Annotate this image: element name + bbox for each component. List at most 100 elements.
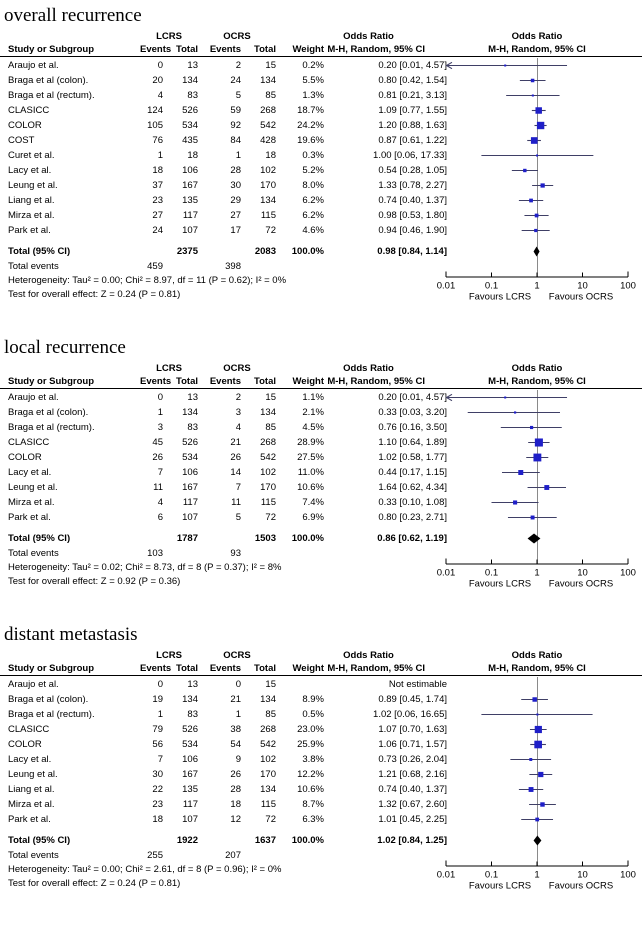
ocrs-total-cell: 2083 — [254, 246, 276, 257]
weight-column-header: Weight — [292, 663, 325, 674]
lcrs-total-cell: 526 — [182, 437, 198, 448]
study-row: Braga et al (rectum). 1 83 1 85 0.5% 1.02 [0.0… — [0, 707, 447, 722]
ci-text-cell: 1.06 [0.71, 1.57] — [378, 739, 447, 750]
ocrs-total-cell: 18 — [265, 150, 276, 161]
group1-header: LCRS — [156, 31, 182, 42]
ci-text-cell: 1.02 [0.06, 16.65] — [373, 709, 447, 720]
ocrs-total-cell: 268 — [260, 105, 276, 116]
or-marker — [504, 396, 507, 399]
weight-cell: 19.6% — [297, 135, 324, 146]
ocrs-total-cell: 102 — [260, 754, 276, 765]
ocrs-total-cell: 85 — [265, 422, 276, 433]
ci-text-cell: 0.94 [0.46, 1.90] — [378, 225, 447, 236]
or-marker — [531, 94, 534, 97]
weight-cell: 28.9% — [297, 437, 324, 448]
lcrs-total-cell: 107 — [182, 225, 198, 236]
lcrs-events-cell: 22 — [152, 784, 163, 795]
weight-cell: 100.0% — [291, 246, 324, 257]
or-marker — [534, 740, 542, 749]
lcrs-total-cell: 526 — [182, 724, 198, 735]
study-row: Araujo et al. 0 13 2 15 0.2% 0.20 [0.01, 4.57] — [0, 58, 447, 73]
ocrs-total-cell: 72 — [265, 512, 276, 523]
lcrs-events-cell: 37 — [152, 180, 163, 191]
study-row: Araujo et al. 0 13 2 15 1.1% 0.20 [0.01, 4.57] — [0, 390, 447, 405]
lcrs-total-cell: 2375 — [176, 246, 198, 257]
ocrs-total-cell: 542 — [260, 120, 276, 131]
total-label-cell: Total (95% CI) — [8, 835, 71, 846]
group1-header: LCRS — [156, 363, 182, 374]
study-row: CLASICC 79 526 38 268 23.0% 1.07 [0.70, 1.63] — [0, 722, 447, 737]
ocrs-events-cell: 30 — [230, 180, 241, 191]
lcrs-events-cell: 255 — [147, 850, 163, 861]
table-header-groups: LCRS OCRS Odds Ratio — [0, 362, 447, 375]
group2-header: OCRS — [223, 650, 251, 661]
or-marker — [514, 411, 517, 414]
ci-text-cell: 0.73 [0.26, 2.04] — [378, 754, 447, 765]
events-column-header: Events — [140, 376, 172, 387]
ci-text-cell: 0.81 [0.21, 3.13] — [378, 90, 447, 101]
ocrs-total-cell: 170 — [260, 769, 276, 780]
ocrs-total-cell: 115 — [260, 799, 276, 810]
method-column-header: M-H, Random, 95% CI — [327, 44, 425, 55]
ci-text-cell: 0.80 [0.23, 2.71] — [378, 512, 447, 523]
lcrs-total-cell: 534 — [182, 452, 198, 463]
ocrs-events-cell: 27 — [230, 210, 241, 221]
weight-column-header: Weight — [292, 44, 325, 55]
panel-local-recurrence: local recurrence LCRS OCRS Odds Ratio Study … — [0, 336, 642, 599]
ocrs-total-cell: 134 — [260, 195, 276, 206]
study-name-cell: Braga et al (rectum). — [8, 709, 95, 720]
weight-cell: 23.0% — [297, 724, 324, 735]
ocrs-events-cell: 207 — [225, 850, 241, 861]
ocrs-total-cell: 134 — [260, 784, 276, 795]
total-label-cell: Total (95% CI) — [8, 246, 71, 257]
total-label-cell: Total (95% CI) — [8, 533, 71, 544]
study-column-header: Study or Subgroup — [8, 44, 95, 55]
ocrs-total-cell: 102 — [260, 165, 276, 176]
or-marker — [513, 500, 518, 505]
meta-analysis-figure: overall recurrence LCRS OCRS Odds Ratio Stud… — [0, 5, 642, 901]
ci-text-cell: 1.64 [0.62, 4.34] — [378, 482, 447, 493]
ocrs-total-cell: 15 — [265, 60, 276, 71]
method-column-header: M-H, Random, 95% CI — [327, 663, 425, 674]
ci-text-cell: 1.21 [0.68, 2.16] — [378, 769, 447, 780]
study-name-cell: Leung et al. — [8, 769, 58, 780]
study-row: CLASICC 45 526 21 268 28.9% 1.10 [0.64, 1.89] — [0, 435, 447, 450]
ocrs-total-cell: 542 — [260, 452, 276, 463]
ocrs-events-cell: 9 — [235, 754, 241, 765]
study-row: Braga et al (colon). 19 134 21 134 8.9% 0.89 [… — [0, 692, 447, 707]
lcrs-events-cell: 7 — [157, 467, 163, 478]
lcrs-total-cell: 134 — [182, 407, 198, 418]
study-row: Lacy et al. 18 106 28 102 5.2% 0.54 [0.28, 1.0… — [0, 163, 447, 178]
lcrs-total-cell: 13 — [187, 679, 198, 690]
or-marker — [530, 78, 535, 83]
lcrs-total-cell: 117 — [182, 210, 198, 221]
lcrs-events-cell: 4 — [157, 497, 163, 508]
lcrs-total-cell: 134 — [182, 694, 198, 705]
lcrs-events-cell: 124 — [147, 105, 163, 116]
study-name-cell: CLASICC — [8, 105, 50, 116]
ocrs-events-cell: 93 — [230, 548, 241, 559]
or-marker — [540, 183, 545, 188]
panel-title: distant metastasis — [4, 624, 138, 645]
lcrs-events-cell: 30 — [152, 769, 163, 780]
overall-effect-note: Test for overall effect: Z = 0.24 (P = 0… — [8, 878, 181, 889]
study-name-cell: COLOR — [8, 452, 42, 463]
weight-cell: 0.5% — [302, 709, 324, 720]
ci-text-cell: 0.86 [0.62, 1.19] — [377, 533, 447, 544]
panel-distant-metastasis: distant metastasis LCRS OCRS Odds Ratio Stud… — [0, 623, 642, 901]
total-row: Total (95% CI) 1787 1503 100.0% 0.86 [0.62, … — [0, 531, 447, 546]
ci-text-cell: 1.09 [0.77, 1.55] — [378, 105, 447, 116]
total-column-header: Total — [176, 376, 198, 387]
or-marker — [530, 515, 535, 520]
ci-text-cell: 0.76 [0.16, 3.50] — [378, 422, 447, 433]
ocrs-total-cell: 134 — [260, 75, 276, 86]
overall-effect-note: Test for overall effect: Z = 0.92 (P = 0… — [8, 576, 181, 587]
study-name-cell: Park et al. — [8, 512, 51, 523]
ocrs-events-cell: 28 — [230, 165, 241, 176]
lcrs-total-cell: 106 — [182, 754, 198, 765]
ocrs-total-cell: 102 — [260, 467, 276, 478]
ocrs-events-cell: 54 — [230, 739, 241, 750]
plot-method-header: M-H, Random, 95% CI — [488, 376, 586, 387]
ci-text-cell: 0.54 [0.28, 1.05] — [378, 165, 447, 176]
ci-text-cell: 0.44 [0.17, 1.15] — [378, 467, 447, 478]
